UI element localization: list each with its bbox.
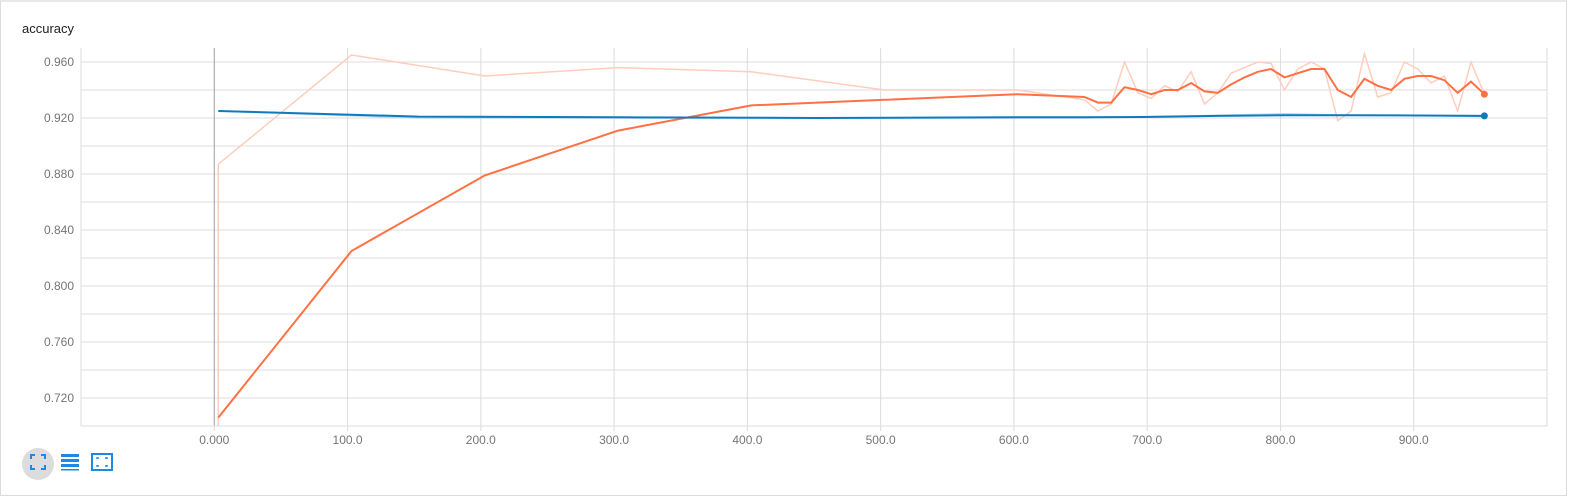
- x-tick-label: 500.0: [866, 433, 896, 447]
- y-tick-label: 0.720: [44, 391, 74, 405]
- fit-domain-icon: [91, 452, 113, 476]
- y-tick-label: 0.920: [44, 111, 74, 125]
- y-tick-label: 0.880: [44, 167, 74, 181]
- blue-last-point: [1480, 112, 1488, 120]
- orange-last-point: [1480, 90, 1488, 98]
- y-tick-label: 0.960: [44, 55, 74, 69]
- series-markers: [1480, 90, 1488, 120]
- blue-smoothed-line: [218, 110, 1485, 120]
- list-icon: [60, 453, 80, 476]
- expand-button[interactable]: [22, 448, 54, 480]
- grid: [80, 48, 1548, 427]
- x-tick-label: 0.000: [199, 433, 229, 447]
- orange-raw-line: [217, 50, 1486, 426]
- x-tick-label: 700.0: [1132, 433, 1162, 447]
- x-tick-label: 400.0: [732, 433, 762, 447]
- x-tick-label: 900.0: [1399, 433, 1429, 447]
- fit-domain-button[interactable]: [86, 448, 118, 480]
- y-tick-label: 0.840: [44, 223, 74, 237]
- expand-icon: [29, 453, 47, 476]
- x-tick-label: 200.0: [466, 433, 496, 447]
- x-tick-label: 600.0: [999, 433, 1029, 447]
- y-tick-label: 0.800: [44, 279, 74, 293]
- x-tick-label: 800.0: [1265, 433, 1295, 447]
- orange-smoothed-line: [217, 67, 1486, 419]
- x-tick-label: 300.0: [599, 433, 629, 447]
- chart-title: accuracy: [22, 21, 75, 36]
- y-tick-label: 0.760: [44, 335, 74, 349]
- axes: 0.000 100.0 200.0 300.0 400.0 500.0 600.0 700.0…: [44, 48, 1547, 447]
- data-list-button[interactable]: [54, 448, 86, 480]
- x-tick-label: 100.0: [333, 433, 363, 447]
- series-lines: [217, 50, 1486, 426]
